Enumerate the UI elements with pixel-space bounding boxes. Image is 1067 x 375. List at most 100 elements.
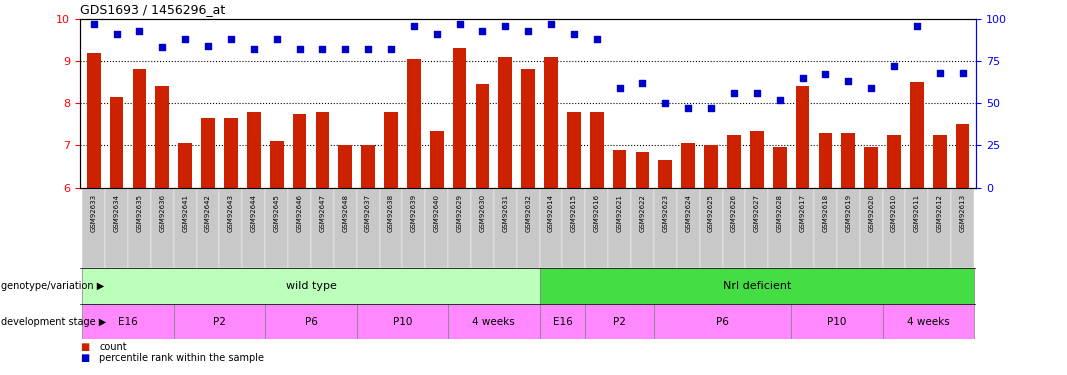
Text: count: count bbox=[99, 342, 127, 352]
Text: GSM92637: GSM92637 bbox=[365, 194, 371, 232]
Bar bbox=[407, 59, 420, 188]
Bar bbox=[590, 112, 604, 188]
Point bbox=[862, 85, 879, 91]
Bar bbox=[516, 188, 540, 268]
Point bbox=[566, 31, 583, 37]
Text: GSM92627: GSM92627 bbox=[753, 194, 760, 232]
Bar bbox=[82, 268, 540, 304]
Bar bbox=[773, 147, 786, 188]
Text: GSM92617: GSM92617 bbox=[799, 194, 806, 232]
Point bbox=[291, 46, 308, 52]
Text: GSM92620: GSM92620 bbox=[869, 194, 874, 232]
Bar bbox=[430, 130, 444, 188]
Text: GSM92644: GSM92644 bbox=[251, 194, 257, 232]
Text: GSM92638: GSM92638 bbox=[388, 194, 394, 232]
Bar bbox=[476, 84, 490, 188]
Bar bbox=[796, 86, 810, 188]
Bar bbox=[933, 135, 946, 188]
Text: 4 weeks: 4 weeks bbox=[907, 316, 950, 327]
Bar bbox=[362, 146, 375, 188]
Bar bbox=[910, 82, 924, 188]
Bar bbox=[471, 188, 494, 268]
Text: GSM92646: GSM92646 bbox=[297, 194, 303, 232]
Text: GSM92619: GSM92619 bbox=[845, 194, 851, 232]
Bar bbox=[334, 188, 356, 268]
Bar bbox=[956, 124, 970, 188]
Text: GSM92626: GSM92626 bbox=[731, 194, 737, 232]
Bar bbox=[682, 143, 695, 188]
Bar bbox=[356, 188, 380, 268]
Text: GSM92632: GSM92632 bbox=[525, 194, 531, 232]
Point bbox=[794, 75, 811, 81]
Text: GSM92622: GSM92622 bbox=[639, 194, 646, 232]
Text: GSM92648: GSM92648 bbox=[343, 194, 348, 232]
Bar bbox=[202, 118, 214, 188]
Bar bbox=[110, 97, 124, 188]
Bar bbox=[128, 188, 150, 268]
Text: P2: P2 bbox=[213, 316, 226, 327]
Point bbox=[680, 105, 697, 111]
Text: ■: ■ bbox=[80, 353, 90, 363]
Text: 4 weeks: 4 weeks bbox=[473, 316, 515, 327]
Point bbox=[588, 36, 605, 42]
Bar bbox=[654, 304, 791, 339]
Bar bbox=[174, 188, 196, 268]
Point bbox=[428, 31, 445, 37]
Bar bbox=[722, 188, 746, 268]
Bar bbox=[498, 57, 512, 188]
Bar bbox=[150, 188, 174, 268]
Bar bbox=[608, 188, 631, 268]
Point bbox=[131, 28, 148, 34]
Text: GSM92647: GSM92647 bbox=[319, 194, 325, 232]
Text: GSM92639: GSM92639 bbox=[411, 194, 417, 232]
Text: GSM92631: GSM92631 bbox=[503, 194, 508, 232]
Point bbox=[177, 36, 194, 42]
Bar bbox=[402, 188, 426, 268]
Point bbox=[726, 90, 743, 96]
Bar bbox=[704, 146, 718, 188]
Bar bbox=[242, 188, 266, 268]
Bar bbox=[426, 188, 448, 268]
Text: GSM92645: GSM92645 bbox=[273, 194, 280, 232]
Text: wild type: wild type bbox=[286, 281, 336, 291]
Bar bbox=[156, 86, 170, 188]
Bar bbox=[746, 188, 768, 268]
Point bbox=[337, 46, 354, 52]
Text: P6: P6 bbox=[304, 316, 317, 327]
Bar bbox=[768, 188, 791, 268]
Bar bbox=[452, 48, 466, 188]
Bar bbox=[82, 304, 174, 339]
Bar bbox=[842, 133, 855, 188]
Text: GSM92634: GSM92634 bbox=[113, 194, 120, 232]
Point bbox=[771, 97, 789, 103]
Text: E16: E16 bbox=[553, 316, 572, 327]
Bar bbox=[837, 188, 860, 268]
Bar bbox=[727, 135, 740, 188]
Text: GSM92618: GSM92618 bbox=[823, 194, 828, 232]
Text: GSM92613: GSM92613 bbox=[959, 194, 966, 232]
Text: P2: P2 bbox=[614, 316, 626, 327]
Point bbox=[268, 36, 285, 42]
Text: GSM92642: GSM92642 bbox=[205, 194, 211, 232]
Bar bbox=[310, 188, 334, 268]
Bar bbox=[658, 160, 672, 188]
Bar bbox=[196, 188, 220, 268]
Point bbox=[908, 22, 925, 28]
Bar bbox=[270, 141, 284, 188]
Bar bbox=[562, 188, 586, 268]
Text: P10: P10 bbox=[393, 316, 412, 327]
Text: GSM92636: GSM92636 bbox=[159, 194, 165, 232]
Point bbox=[954, 70, 971, 76]
Text: GSM92614: GSM92614 bbox=[548, 194, 554, 232]
Point bbox=[108, 31, 125, 37]
Point bbox=[611, 85, 628, 91]
Point bbox=[886, 63, 903, 69]
Text: P6: P6 bbox=[716, 316, 729, 327]
Point bbox=[931, 70, 949, 76]
Bar bbox=[82, 188, 106, 268]
Bar bbox=[356, 304, 448, 339]
Point bbox=[657, 100, 674, 106]
Bar bbox=[266, 304, 356, 339]
Bar bbox=[220, 188, 242, 268]
Bar bbox=[540, 188, 562, 268]
